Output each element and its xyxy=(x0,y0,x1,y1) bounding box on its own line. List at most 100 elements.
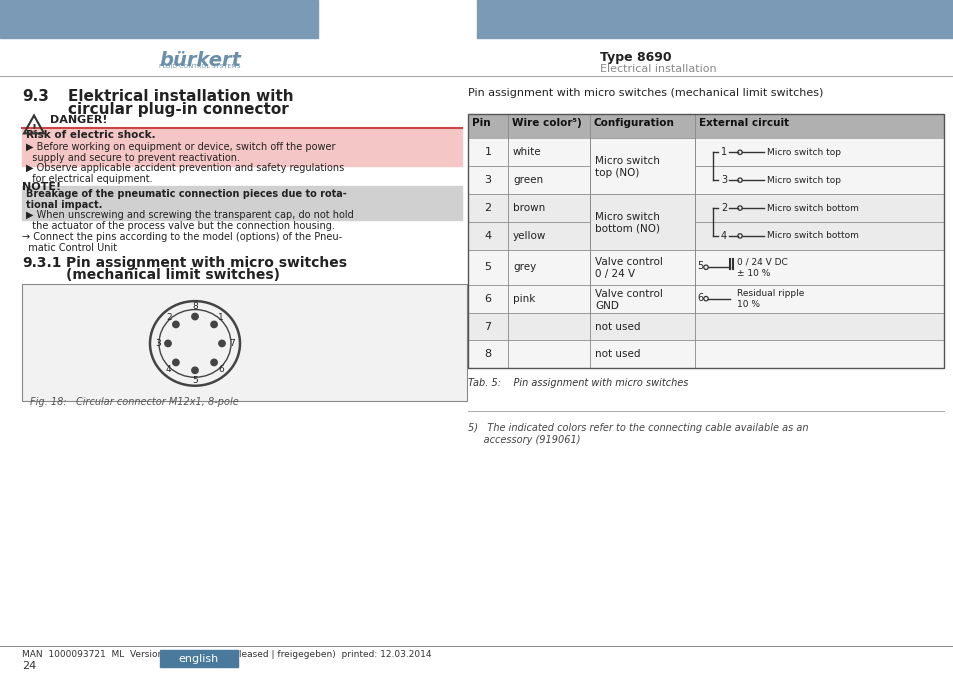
Text: yellow: yellow xyxy=(513,231,546,241)
Text: 9.3.1: 9.3.1 xyxy=(22,256,61,270)
Text: Risk of electric shock.: Risk of electric shock. xyxy=(26,131,155,141)
Circle shape xyxy=(172,321,179,328)
Text: 0 / 24 V DC: 0 / 24 V DC xyxy=(737,258,787,267)
Text: Pin assignment with micro switches (mechanical limit switches): Pin assignment with micro switches (mech… xyxy=(468,87,822,98)
Bar xyxy=(22,284,467,401)
Text: Pin: Pin xyxy=(472,118,490,129)
Text: Valve control: Valve control xyxy=(595,289,662,299)
Text: Micro switch bottom: Micro switch bottom xyxy=(766,203,858,213)
Text: 0 / 24 V: 0 / 24 V xyxy=(595,269,635,279)
Text: 3: 3 xyxy=(155,339,161,348)
Text: External circuit: External circuit xyxy=(699,118,788,129)
Text: ▶ Observe applicable accident prevention and safety regulations: ▶ Observe applicable accident prevention… xyxy=(26,164,344,173)
Text: ▶ When unscrewing and screwing the transparent cap, do not hold: ▶ When unscrewing and screwing the trans… xyxy=(26,210,354,220)
Text: english: english xyxy=(178,654,219,664)
Bar xyxy=(468,222,943,250)
Bar xyxy=(468,250,943,285)
Text: Micro switch top: Micro switch top xyxy=(766,176,841,184)
Text: MAN  1000093721  ML  Version: E Status: RL (released | freigegeben)  printed: 12: MAN 1000093721 ML Version: E Status: RL … xyxy=(22,650,431,659)
Bar xyxy=(468,114,943,139)
Text: Wire color⁵): Wire color⁵) xyxy=(512,118,581,129)
Text: 24: 24 xyxy=(22,661,36,671)
Circle shape xyxy=(172,359,179,365)
Text: 10 %: 10 % xyxy=(737,300,760,309)
Circle shape xyxy=(192,367,198,374)
Text: Residual ripple: Residual ripple xyxy=(737,289,803,298)
Text: 6: 6 xyxy=(697,293,702,303)
Text: green: green xyxy=(513,175,542,185)
Bar xyxy=(468,114,943,368)
Text: 5: 5 xyxy=(192,376,197,385)
Text: supply and secure to prevent reactivation.: supply and secure to prevent reactivatio… xyxy=(26,153,240,164)
Text: 5: 5 xyxy=(696,261,702,271)
Text: 1: 1 xyxy=(218,313,224,322)
Text: 7: 7 xyxy=(484,322,491,332)
Text: 3: 3 xyxy=(720,175,726,185)
Text: tional impact.: tional impact. xyxy=(26,200,102,210)
Circle shape xyxy=(218,341,225,347)
Text: Micro switch: Micro switch xyxy=(595,156,659,166)
Text: Type 8690: Type 8690 xyxy=(599,50,671,64)
Text: 2: 2 xyxy=(720,203,726,213)
Bar xyxy=(589,250,695,285)
Text: Fig. 18:   Circular connector M12x1, 8-pole: Fig. 18: Circular connector M12x1, 8-pol… xyxy=(30,397,238,407)
Text: bürkert: bürkert xyxy=(159,50,241,70)
Text: ± 10 %: ± 10 % xyxy=(737,269,770,278)
Bar xyxy=(468,341,943,368)
Text: not used: not used xyxy=(595,349,639,359)
Text: Micro switch bottom: Micro switch bottom xyxy=(766,232,858,240)
Text: Tab. 5:    Pin assignment with micro switches: Tab. 5: Pin assignment with micro switch… xyxy=(468,378,688,388)
Bar xyxy=(22,186,461,220)
Circle shape xyxy=(192,314,198,320)
Text: !: ! xyxy=(31,125,36,135)
Text: grey: grey xyxy=(513,262,536,273)
Text: for electrical equipment.: for electrical equipment. xyxy=(26,174,152,184)
Text: 2: 2 xyxy=(166,313,172,322)
Text: bottom (NO): bottom (NO) xyxy=(595,224,659,234)
Text: 3: 3 xyxy=(484,175,491,185)
Text: Configuration: Configuration xyxy=(594,118,674,129)
Text: 1: 1 xyxy=(720,147,726,157)
Text: Pin assignment with micro switches: Pin assignment with micro switches xyxy=(66,256,347,270)
Text: Micro switch: Micro switch xyxy=(595,212,659,222)
Text: → Connect the pins according to the model (options) of the Pneu-: → Connect the pins according to the mode… xyxy=(22,232,342,242)
Text: 2: 2 xyxy=(484,203,491,213)
Text: 8: 8 xyxy=(192,302,197,311)
Text: Valve control: Valve control xyxy=(595,257,662,267)
Text: matic Control Unit: matic Control Unit xyxy=(22,243,117,253)
Text: 4: 4 xyxy=(484,231,491,241)
Bar xyxy=(468,194,943,222)
Text: 8: 8 xyxy=(484,349,491,359)
Circle shape xyxy=(165,341,171,347)
Text: Breakage of the pneumatic connection pieces due to rota-: Breakage of the pneumatic connection pie… xyxy=(26,189,346,199)
Text: brown: brown xyxy=(513,203,545,213)
Bar xyxy=(589,139,695,194)
Text: the actuator of the process valve but the connection housing.: the actuator of the process valve but th… xyxy=(26,221,335,231)
Text: ▶ Before working on equipment or device, switch off the power: ▶ Before working on equipment or device,… xyxy=(26,143,335,152)
Bar xyxy=(0,0,317,38)
Text: 5: 5 xyxy=(484,262,491,273)
Text: 5)   The indicated colors refer to the connecting cable available as an: 5) The indicated colors refer to the con… xyxy=(468,423,807,433)
Text: pink: pink xyxy=(513,293,535,304)
Text: Micro switch top: Micro switch top xyxy=(766,148,841,157)
Bar xyxy=(468,312,943,341)
Bar xyxy=(22,129,461,166)
Text: NOTE!: NOTE! xyxy=(22,182,61,192)
Text: 9.3: 9.3 xyxy=(22,89,49,104)
Text: 4: 4 xyxy=(720,231,726,241)
Bar xyxy=(468,139,943,166)
Circle shape xyxy=(211,321,217,328)
Text: GND: GND xyxy=(595,301,618,311)
Text: FLUID CONTROL SYSTEMS: FLUID CONTROL SYSTEMS xyxy=(159,64,240,69)
Text: 1: 1 xyxy=(484,147,491,157)
Text: DANGER!: DANGER! xyxy=(50,116,108,125)
Text: white: white xyxy=(513,147,541,157)
Bar xyxy=(468,166,943,194)
Text: (mechanical limit switches): (mechanical limit switches) xyxy=(66,268,280,282)
Text: Electrical installation: Electrical installation xyxy=(599,64,716,74)
Text: top (NO): top (NO) xyxy=(595,168,639,178)
Text: 4: 4 xyxy=(166,365,172,374)
Bar xyxy=(160,650,237,667)
Text: accessory (919061): accessory (919061) xyxy=(468,435,579,445)
Circle shape xyxy=(211,359,217,365)
